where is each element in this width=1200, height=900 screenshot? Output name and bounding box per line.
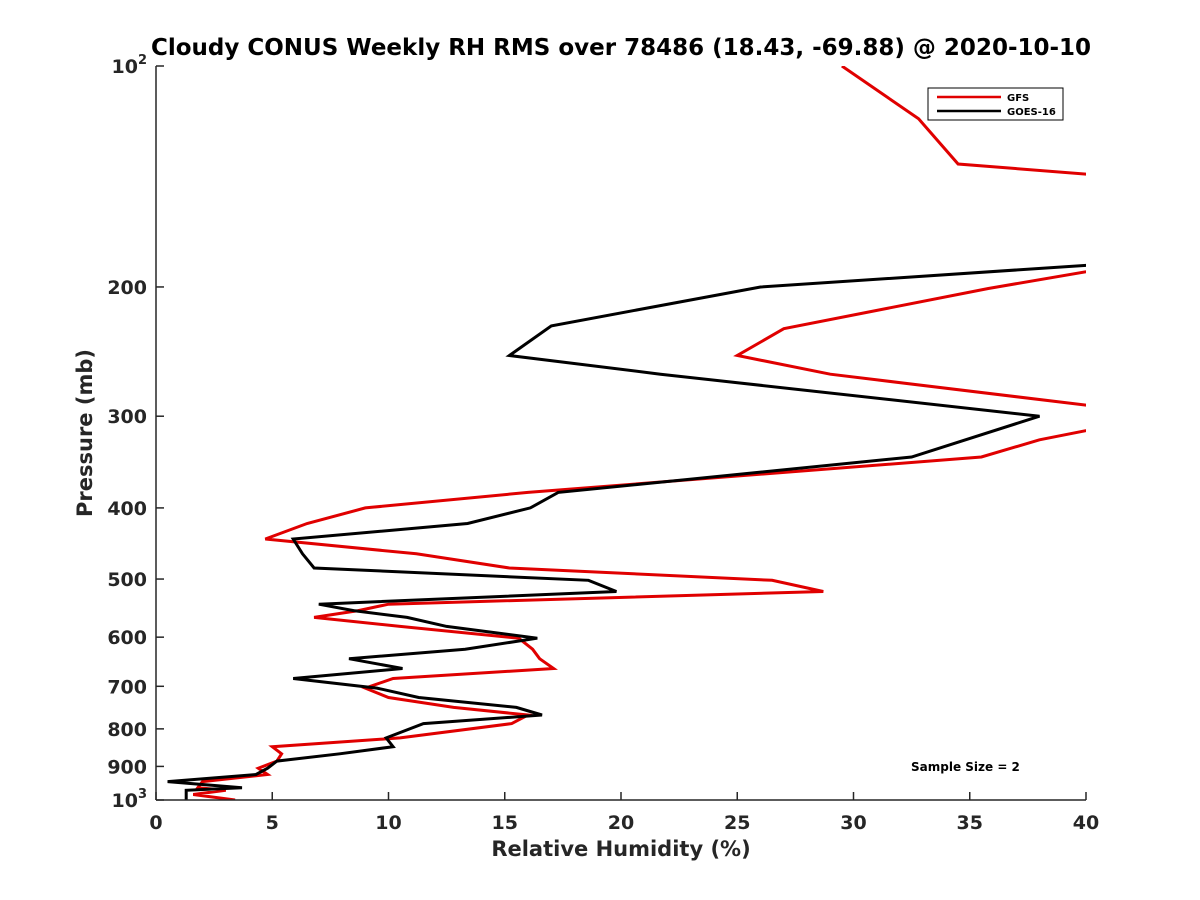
x-axis-label: Relative Humidity (%) [491, 837, 750, 861]
y-tick-label: 600 [107, 627, 147, 649]
y-tick-label: 800 [107, 719, 147, 741]
y-tick-label: 700 [107, 676, 147, 698]
y-tick-label: 200 [107, 277, 147, 299]
x-tick-label: 10 [375, 812, 401, 834]
series-line-gfs [193, 66, 1086, 800]
y-tick-label: 400 [107, 498, 147, 520]
legend: GFS GOES-16 [927, 87, 1064, 121]
series-line-goes-16 [167, 263, 1086, 800]
sample-size-annotation: Sample Size = 2 [911, 760, 1020, 774]
y-ticks: 102 200 300 400 500 600 700 800 900 103 [107, 53, 164, 812]
x-tick-label: 35 [957, 812, 983, 834]
legend-box [927, 87, 1064, 121]
y-tick-label: 103 [112, 787, 148, 812]
legend-label: GFS [1007, 93, 1029, 104]
x-tick-label: 40 [1073, 812, 1099, 834]
y-tick-label: 102 [112, 53, 148, 78]
x-tick-label: 25 [724, 812, 750, 834]
x-tick-label: 15 [492, 812, 518, 834]
y-tick-label: 300 [107, 406, 147, 428]
x-tick-label: 0 [149, 812, 162, 834]
series-layer [167, 66, 1086, 800]
legend-label: GOES-16 [1007, 107, 1056, 118]
x-tick-label: 30 [840, 812, 866, 834]
y-tick-label: 900 [107, 756, 147, 778]
axes-layer [155, 66, 1086, 801]
x-tick-label: 20 [608, 812, 634, 834]
x-ticks: 0 5 10 15 20 25 30 35 40 [149, 792, 1099, 834]
y-tick-label: 500 [107, 569, 147, 591]
chart-title: Cloudy CONUS Weekly RH RMS over 78486 (1… [151, 35, 1091, 61]
y-axis-label: Pressure (mb) [73, 349, 97, 517]
x-tick-label: 5 [266, 812, 279, 834]
